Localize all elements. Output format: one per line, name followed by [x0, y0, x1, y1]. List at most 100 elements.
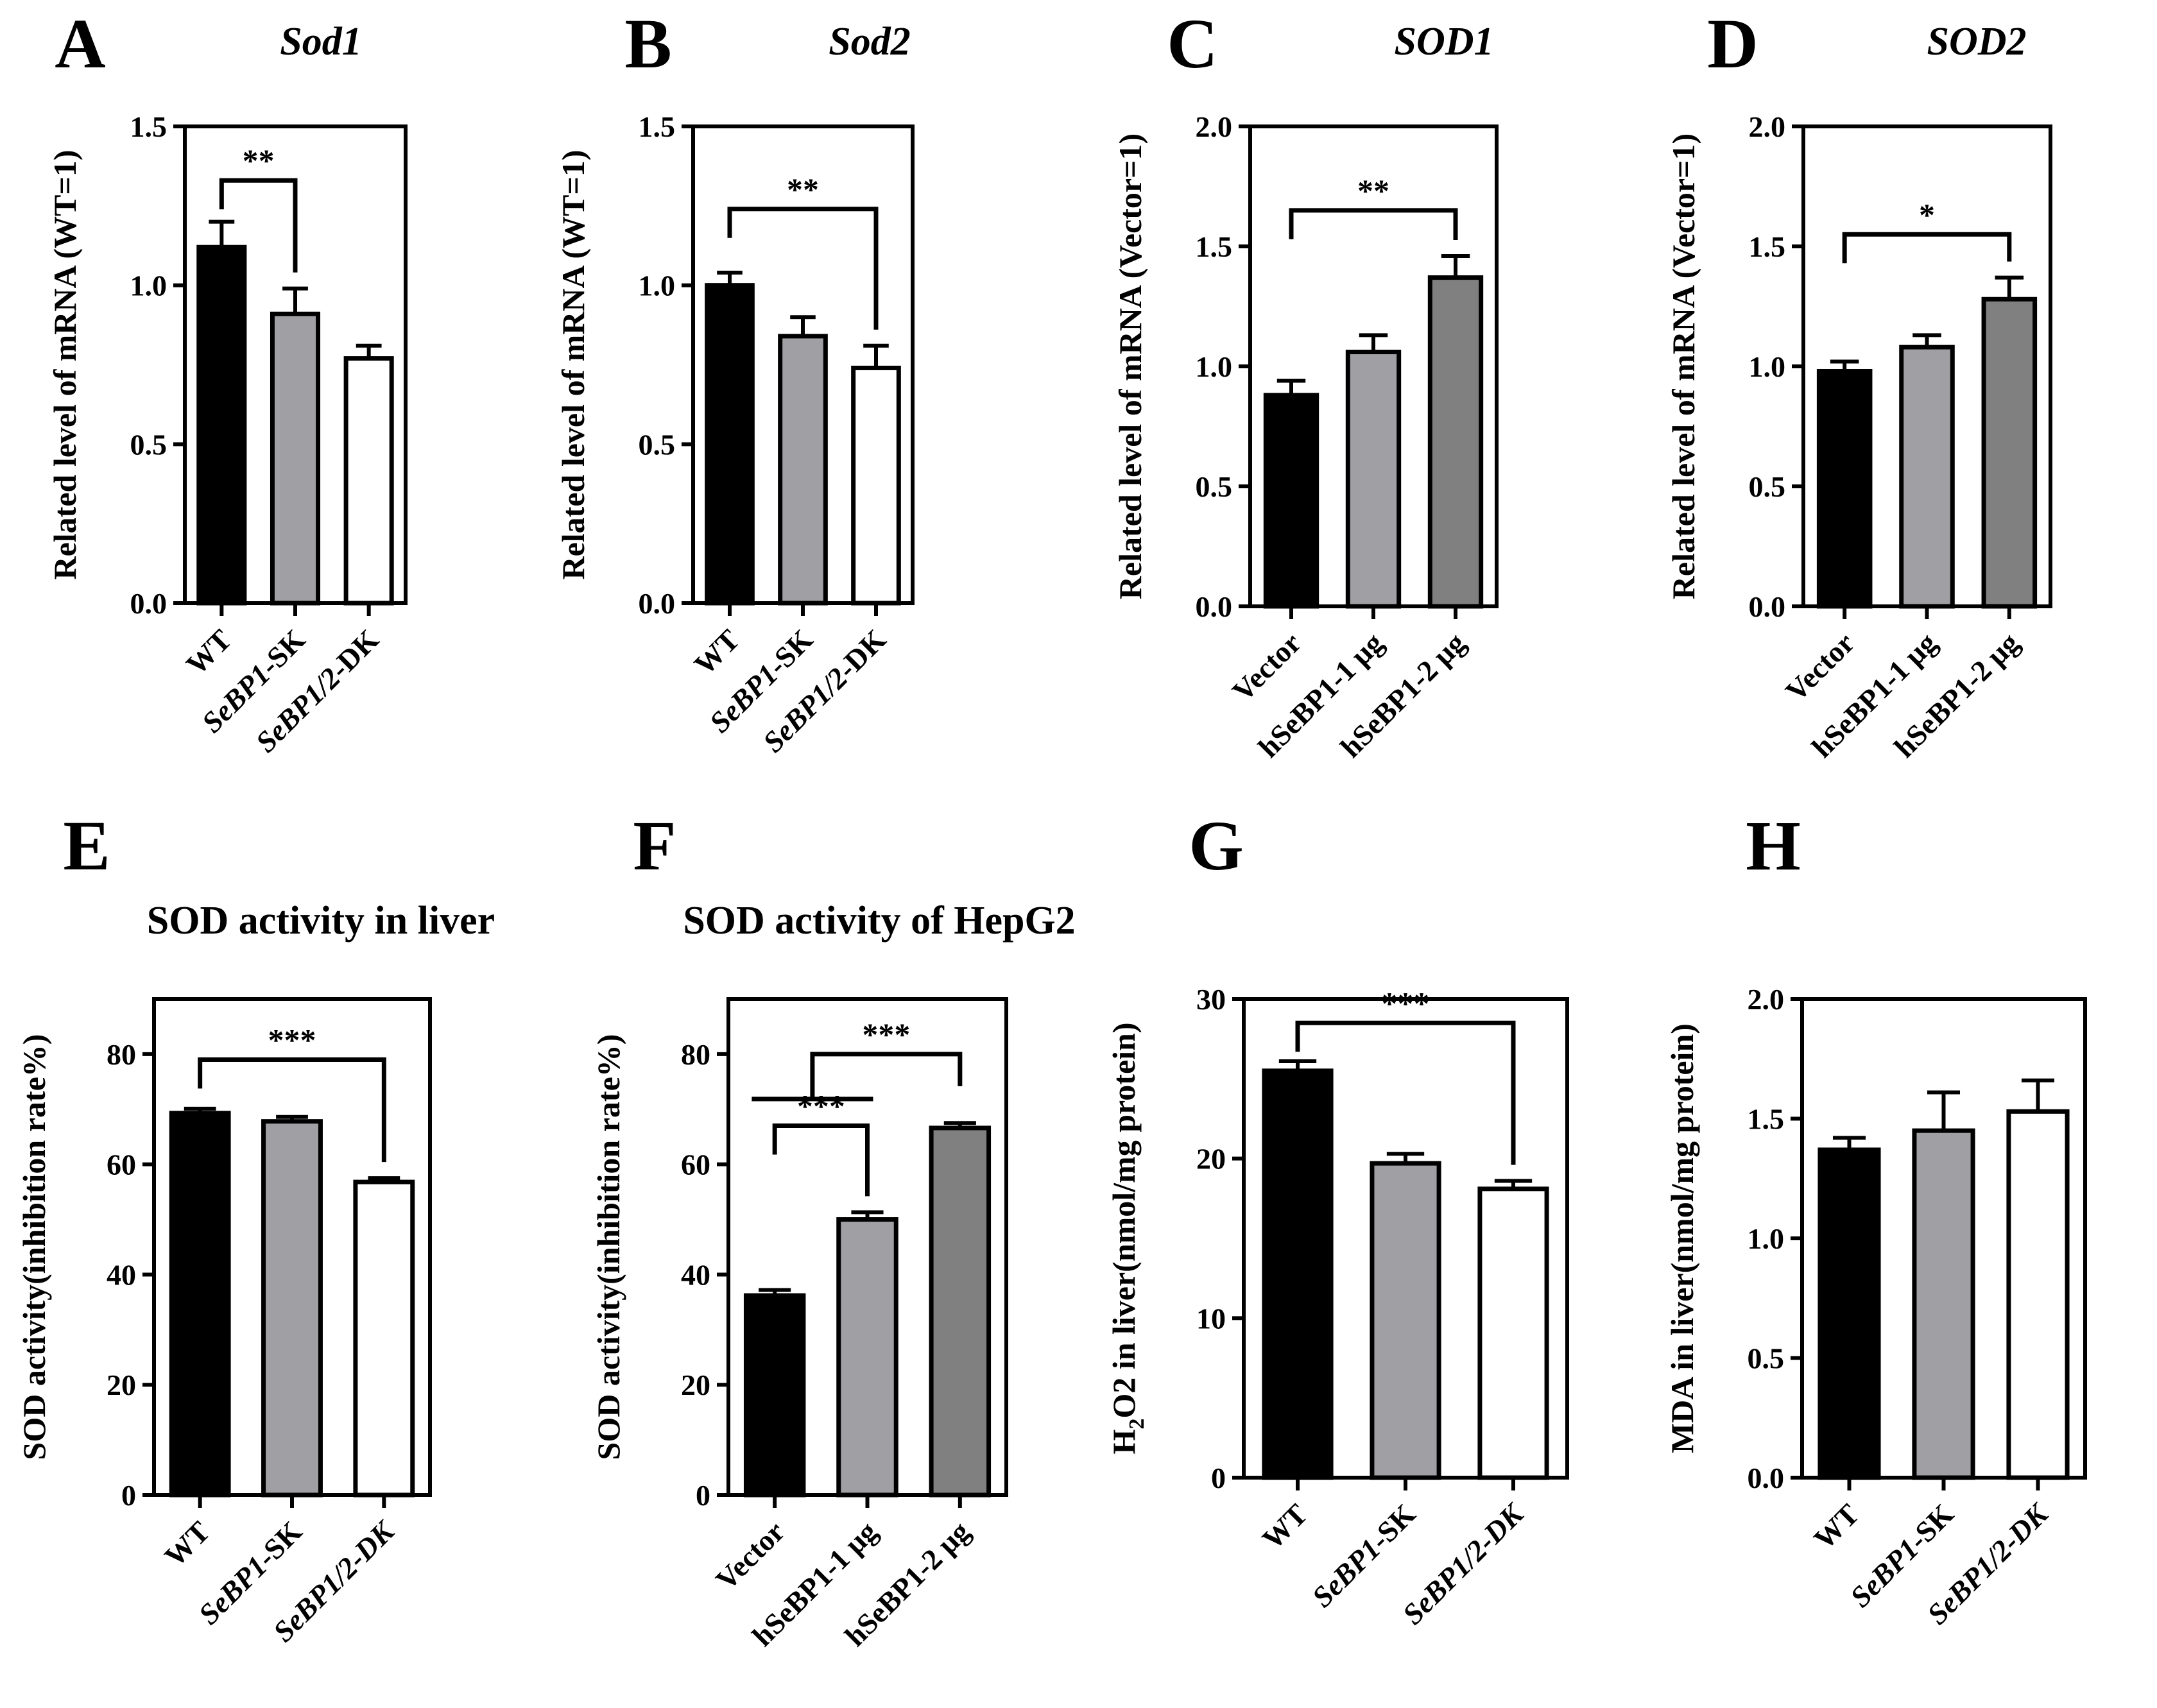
- y-tick-label-2: 1.0: [130, 269, 168, 302]
- chart-title: SOD1: [1394, 20, 1493, 64]
- y-tick-label-2: 1.0: [1749, 350, 1786, 383]
- chart-title: SOD2: [1927, 20, 2026, 64]
- panel-E: E SOD activity in liver 0 20 40 60 80 SOD activ…: [16, 807, 495, 1648]
- bar-1: [1345, 350, 1402, 609]
- y-tick-label-4: 2.0: [1196, 110, 1233, 143]
- panel-C: C SOD1 0.0 0.5 1.0 1.5 2.0 Related level of mRN…: [1112, 4, 1499, 764]
- bar-0: [743, 1293, 806, 1498]
- x-tick-label-1: SeBP1-SK: [1305, 1498, 1422, 1614]
- panel-letter: G: [1189, 807, 1244, 885]
- y-tick-label-3: 60: [681, 1149, 710, 1181]
- y-tick-label-4: 2.0: [1748, 983, 1785, 1016]
- bar-1: [836, 1217, 898, 1498]
- y-tick-label-4: 2.0: [1749, 110, 1786, 143]
- panel-H: H 0.0 0.5 1.0 1.5 2.0 MDA in liver(nmol/mg pro…: [1664, 807, 2087, 1631]
- y-tick-label-4: 80: [107, 1038, 136, 1071]
- panel-G: G 0 10 20 30 H2O2 in liver(nmol/mg protein) WT…: [1106, 807, 1569, 1631]
- significance-label-0: ***: [797, 1088, 845, 1124]
- significance-bracket-0: [772, 1123, 870, 1197]
- bar-2: [1427, 275, 1484, 609]
- bar-0: [196, 244, 247, 606]
- panel-letter: C: [1167, 4, 1217, 83]
- y-tick-label-1: 0.5: [1748, 1342, 1785, 1375]
- panel-B: B Sod2 0.0 0.5 1.0 1.5 Related level of mRNA (…: [555, 4, 915, 758]
- panel-letter: A: [55, 4, 105, 83]
- significance-label-1: ***: [862, 1016, 910, 1052]
- bar-0: [705, 283, 755, 606]
- y-tick-label-3: 1.5: [1196, 230, 1233, 263]
- x-tick-label-0: WT: [1807, 1498, 1865, 1555]
- y-tick-label-2: 40: [107, 1258, 136, 1291]
- bar-1: [270, 311, 321, 606]
- y-tick-label-0: 0.0: [1748, 1462, 1785, 1494]
- panel-A: A Sod1 0.0 0.5 1.0 1.5 Related level of mRNA (…: [47, 4, 408, 758]
- bar-0: [1262, 1068, 1334, 1480]
- x-tick-label-0: WT: [688, 623, 746, 681]
- y-tick-label-3: 1.5: [1748, 1103, 1785, 1136]
- y-tick-label-3: 1.5: [639, 110, 676, 143]
- bar-0: [1818, 1147, 1881, 1480]
- bar-0: [1263, 393, 1319, 609]
- significance-bracket-1: [810, 1052, 963, 1099]
- significance-bracket-0: [219, 178, 298, 273]
- bar-0: [1816, 368, 1873, 609]
- y-axis-label: SOD activity(inhibition rate%): [590, 1034, 626, 1460]
- bar-1: [1912, 1128, 1975, 1480]
- bar-2: [929, 1125, 992, 1498]
- y-tick-label-4: 80: [681, 1038, 710, 1071]
- y-tick-label-3: 1.5: [1749, 230, 1786, 263]
- bar-0: [169, 1111, 231, 1498]
- x-tick-label-0: WT: [158, 1515, 216, 1573]
- chart-title: Sod2: [829, 20, 910, 64]
- y-tick-label-2: 40: [681, 1258, 710, 1291]
- bar-2: [851, 365, 901, 606]
- panel-letter: E: [63, 807, 110, 885]
- y-tick-label-3: 1.5: [130, 110, 168, 143]
- significance-bracket-0: [198, 1057, 386, 1163]
- y-tick-label-1: 0.5: [130, 428, 168, 461]
- y-tick-label-1: 0.5: [639, 428, 676, 461]
- significance-bracket-0: [727, 207, 879, 330]
- y-tick-label-1: 10: [1196, 1302, 1226, 1335]
- significance-label-0: ***: [268, 1021, 316, 1057]
- y-tick-label-0: 0.0: [1196, 590, 1233, 623]
- y-axis-label: MDA in liver(nmol/mg protein): [1664, 1023, 1700, 1453]
- significance-label-0: ***: [1382, 985, 1430, 1021]
- y-tick-label-3: 30: [1196, 983, 1226, 1016]
- y-tick-label-0: 0.0: [639, 587, 676, 620]
- bar-1: [778, 334, 828, 606]
- significance-label-0: **: [243, 142, 275, 178]
- significance-label-0: *: [1919, 196, 1935, 232]
- bar-2: [1477, 1186, 1549, 1480]
- y-tick-label-2: 1.0: [1748, 1222, 1785, 1255]
- y-tick-label-1: 20: [107, 1369, 136, 1401]
- y-tick-label-0: 0: [121, 1479, 136, 1512]
- y-tick-label-0: 0: [1211, 1462, 1226, 1494]
- y-axis-label: Related level of mRNA (Vector=1): [1112, 133, 1148, 599]
- y-tick-label-2: 1.0: [1196, 350, 1233, 383]
- bar-1: [1899, 345, 1955, 609]
- panel-letter: B: [624, 4, 671, 83]
- y-tick-label-3: 60: [107, 1149, 136, 1181]
- bar-2: [1981, 296, 2038, 609]
- panel-letter: F: [633, 807, 676, 885]
- chart-title: Sod1: [280, 20, 361, 64]
- panel-letter: D: [1707, 4, 1758, 83]
- x-tick-label-0: Vector: [1779, 626, 1861, 708]
- y-tick-label-0: 0: [696, 1479, 710, 1512]
- significance-bracket-0: [1289, 208, 1458, 240]
- x-tick-label-0: Vector: [709, 1515, 791, 1596]
- chart-title: SOD activity of HepG2: [683, 899, 1075, 943]
- y-tick-label-1: 0.5: [1196, 470, 1233, 503]
- y-axis-label: H2O2 in liver(nmol/mg protein): [1106, 1023, 1149, 1455]
- x-tick-label-0: Vector: [1226, 626, 1307, 708]
- bar-1: [261, 1119, 323, 1498]
- y-axis-label: SOD activity(inhibition rate%): [16, 1034, 52, 1460]
- y-tick-label-2: 1.0: [639, 269, 676, 302]
- bar-2: [343, 356, 394, 606]
- significance-bracket-0: [1295, 1020, 1516, 1165]
- y-tick-label-0: 0.0: [1749, 590, 1786, 623]
- significance-bracket-0: [1842, 232, 2012, 264]
- bar-2: [2006, 1109, 2070, 1480]
